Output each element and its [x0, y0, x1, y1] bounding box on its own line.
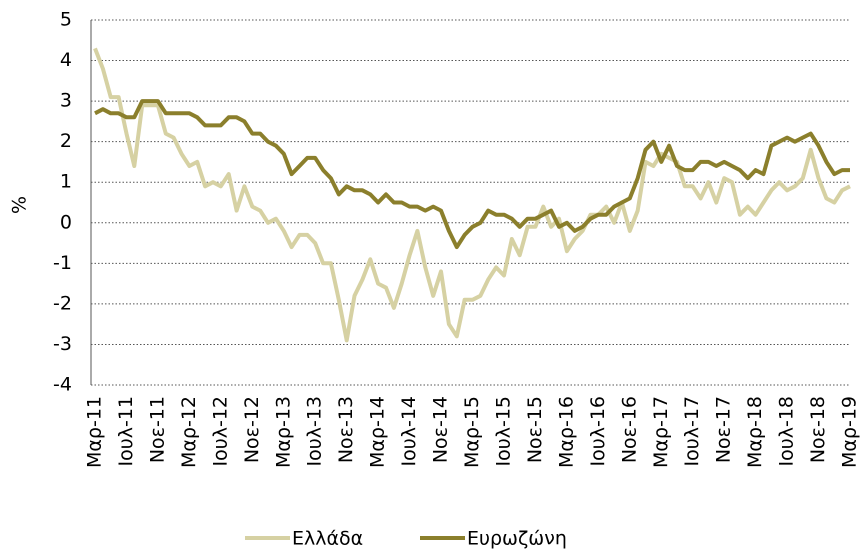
- y-tick-label: -2: [53, 292, 72, 314]
- x-tick-label: Μαρ-17: [650, 396, 672, 468]
- x-tick-label: Νοε-11: [146, 396, 168, 463]
- y-tick-label: -3: [53, 333, 72, 355]
- x-tick-label: Μαρ-15: [461, 396, 483, 468]
- x-tick-label: Μαρ-14: [367, 396, 389, 468]
- x-tick-label: Μαρ-19: [839, 396, 861, 468]
- x-tick-label: Ιουλ-17: [681, 396, 703, 467]
- x-tick-label: Ιουλ-16: [587, 396, 609, 467]
- y-tick-label: 1: [60, 171, 72, 193]
- y-tick-label: -1: [53, 252, 72, 274]
- x-tick-label: Νοε-15: [524, 396, 546, 463]
- y-tick-label: 4: [60, 49, 72, 71]
- x-tick-label: Νοε-13: [335, 396, 357, 463]
- x-tick-label: Νοε-17: [713, 396, 735, 463]
- y-tick-label: 2: [60, 130, 72, 152]
- y-tick-label: -4: [53, 374, 72, 396]
- x-tick-label: Νοε-12: [241, 396, 263, 463]
- x-tick-label: Μαρ-18: [744, 396, 766, 468]
- legend-label: Ευρωζώνη: [467, 528, 567, 550]
- y-tick-label: 0: [60, 211, 72, 233]
- x-tick-label: Μαρ-11: [84, 396, 106, 468]
- series-line: [94, 99, 850, 250]
- x-tick-label: Μαρ-12: [178, 396, 200, 468]
- y-axis-label: %: [9, 196, 31, 214]
- x-tick-label: Νοε-18: [807, 396, 829, 463]
- x-tick-label: Ιουλ-18: [776, 396, 798, 467]
- x-tick-label: Ιουλ-11: [115, 396, 137, 467]
- x-tick-label: Ιουλ-12: [209, 396, 231, 467]
- x-tick-label: Ιουλ-14: [398, 396, 420, 467]
- legend-label: Ελλάδα: [292, 528, 363, 550]
- x-tick-label: Μαρ-16: [555, 396, 577, 468]
- x-tick-label: Ιουλ-15: [492, 396, 514, 467]
- series-line: [93, 47, 851, 343]
- x-tick-label: Ιουλ-13: [304, 396, 326, 467]
- y-tick-label: 3: [60, 90, 72, 112]
- x-tick-label: Νοε-16: [618, 396, 640, 463]
- x-tick-label: Μαρ-13: [272, 396, 294, 468]
- y-tick-label: 5: [60, 9, 72, 31]
- x-tick-label: Νοε-14: [430, 396, 452, 463]
